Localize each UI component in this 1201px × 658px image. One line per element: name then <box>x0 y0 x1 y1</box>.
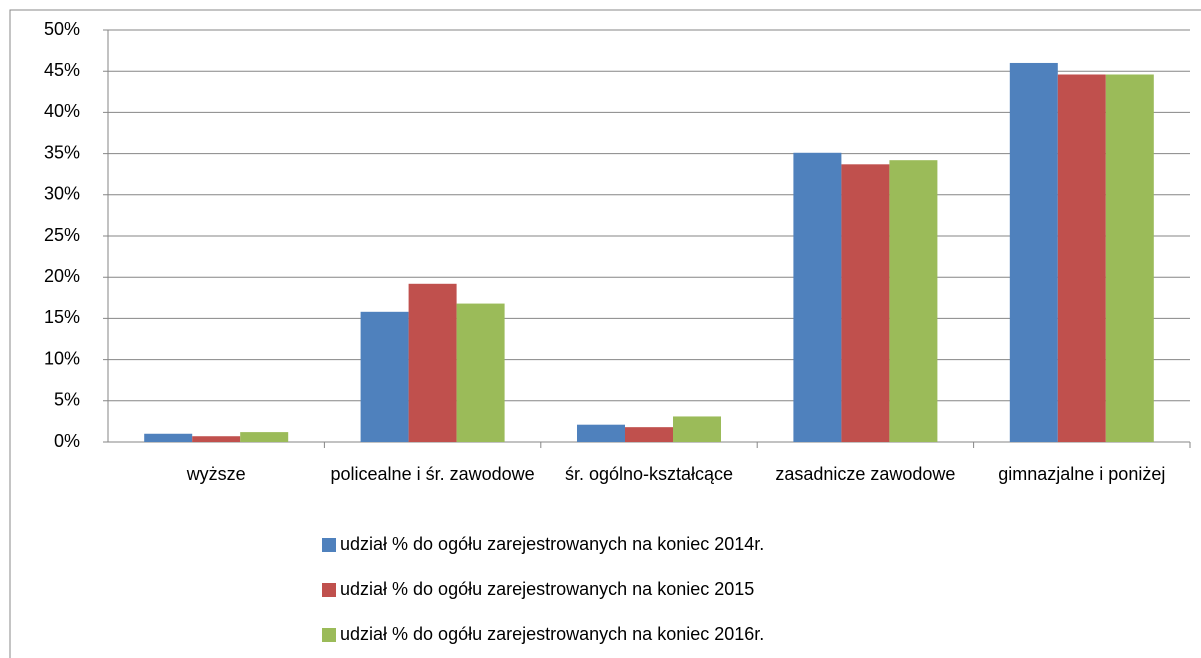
legend-label: udział % do ogółu zarejestrowanych na ko… <box>340 534 764 554</box>
bar <box>625 427 673 442</box>
y-tick-label: 35% <box>44 142 80 162</box>
legend-swatch <box>322 628 336 642</box>
bar <box>1105 74 1154 442</box>
y-tick-label: 5% <box>54 390 80 410</box>
x-tick-label: policealne i śr. zawodowe <box>330 464 535 484</box>
bar <box>360 311 409 442</box>
y-tick-label: 20% <box>44 266 80 286</box>
y-tick-label: 30% <box>44 184 80 204</box>
bar <box>793 152 842 442</box>
bar <box>192 436 241 442</box>
bar <box>841 164 890 442</box>
bar <box>889 160 938 442</box>
y-tick-label: 10% <box>44 348 80 368</box>
bar <box>144 433 193 442</box>
chart-border <box>9 9 1201 658</box>
y-tick-label: 50% <box>44 19 80 39</box>
legend-label: udział % do ogółu zarejestrowanych na ko… <box>340 624 764 644</box>
y-tick-label: 40% <box>44 101 80 121</box>
x-tick-label: wyższe <box>186 464 246 484</box>
y-tick-label: 45% <box>44 60 80 80</box>
x-tick-label: śr. ogólno-kształcące <box>564 464 734 484</box>
legend-label: udział % do ogółu zarejestrowanych na ko… <box>340 579 754 599</box>
bar <box>1057 74 1106 442</box>
legend-swatch <box>322 583 336 597</box>
y-tick-label: 0% <box>54 431 80 451</box>
bar <box>673 416 721 442</box>
bar <box>408 283 457 442</box>
x-tick-label: gimnazjalne i poniżej <box>998 464 1166 484</box>
bar <box>240 432 289 442</box>
bar <box>456 303 505 442</box>
x-tick-label: zasadnicze zawodowe <box>775 464 956 484</box>
y-tick-label: 25% <box>44 225 80 245</box>
legend-swatch <box>322 538 336 552</box>
bar <box>577 424 625 442</box>
y-tick-label: 15% <box>44 307 80 327</box>
bar <box>1009 62 1058 443</box>
